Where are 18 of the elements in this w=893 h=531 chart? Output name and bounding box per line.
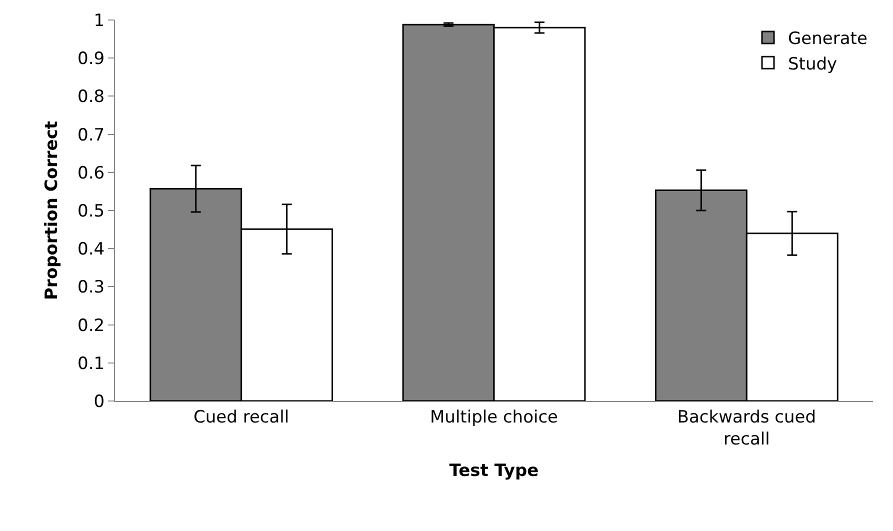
x-tick-label: Cued recall	[194, 407, 290, 428]
y-tick-label: 0.2	[78, 316, 105, 336]
y-tick-label: 0	[94, 392, 105, 412]
y-tick-label: 0.1	[78, 354, 105, 374]
y-tick-label: 0.3	[78, 278, 105, 298]
y-axis-title: Proportion Correct	[42, 120, 62, 300]
x-tick-label: Multiple choice	[430, 407, 558, 428]
y-tick-label: 0.9	[78, 49, 105, 70]
y-tick-label: 0.4	[78, 240, 105, 260]
y-tick-label: 0.8	[78, 87, 105, 108]
x-tick-label: Backwards cued recall	[677, 407, 816, 450]
legend-label: Study	[788, 54, 838, 74]
y-tick-label: 1	[94, 10, 105, 31]
y-tick-label: 0.5	[78, 201, 105, 222]
x-axis-title: Test Type	[449, 460, 539, 481]
legend-label: Generate	[788, 29, 868, 50]
y-tick-label: 0.6	[78, 163, 105, 184]
y-tick-label: 0.7	[78, 125, 105, 146]
